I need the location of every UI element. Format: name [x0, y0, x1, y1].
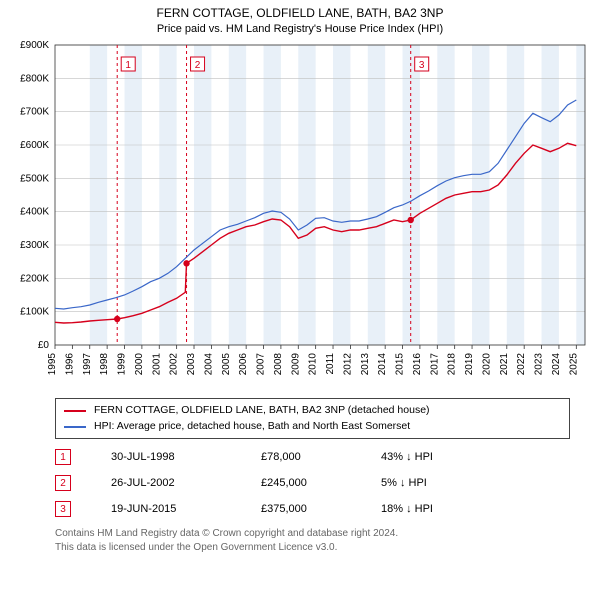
- svg-text:1999: 1999: [117, 352, 128, 375]
- event-marker-box: 3: [55, 501, 71, 517]
- legend-item: FERN COTTAGE, OLDFIELD LANE, BATH, BA2 3…: [64, 403, 561, 419]
- event-diff: 18% ↓ HPI: [381, 503, 491, 515]
- chart-title: FERN COTTAGE, OLDFIELD LANE, BATH, BA2 3…: [0, 0, 600, 22]
- svg-text:£300K: £300K: [20, 240, 49, 251]
- svg-text:2012: 2012: [342, 352, 353, 375]
- event-price: £245,000: [261, 477, 341, 489]
- svg-text:£900K: £900K: [20, 40, 49, 51]
- svg-text:2014: 2014: [377, 352, 388, 375]
- legend-label: HPI: Average price, detached house, Bath…: [94, 419, 410, 435]
- price-chart: £0 £100K £200K £300K £400K £500K £600K £700K £80…: [0, 40, 600, 390]
- svg-text:2025: 2025: [568, 352, 579, 375]
- svg-text:2024: 2024: [551, 352, 562, 375]
- event-diff: 5% ↓ HPI: [381, 477, 491, 489]
- svg-text:£700K: £700K: [20, 107, 49, 118]
- svg-text:2022: 2022: [516, 352, 527, 375]
- legend-swatch: [64, 426, 86, 428]
- svg-text:1996: 1996: [64, 352, 75, 375]
- svg-text:2013: 2013: [360, 352, 371, 375]
- event-date: 19-JUN-2015: [111, 503, 221, 515]
- svg-text:2017: 2017: [429, 352, 440, 375]
- event-marker-box: 2: [55, 475, 71, 491]
- svg-text:2010: 2010: [308, 352, 319, 375]
- svg-text:2023: 2023: [534, 352, 545, 375]
- svg-text:2008: 2008: [273, 352, 284, 375]
- event-date: 30-JUL-1998: [111, 451, 221, 463]
- svg-text:2002: 2002: [169, 352, 180, 375]
- svg-text:£200K: £200K: [20, 273, 49, 284]
- svg-text:1997: 1997: [82, 352, 93, 375]
- svg-text:2003: 2003: [186, 352, 197, 375]
- event-diff: 43% ↓ HPI: [381, 451, 491, 463]
- event-row: 3 19-JUN-2015 £375,000 18% ↓ HPI: [55, 501, 570, 517]
- svg-text:2000: 2000: [134, 352, 145, 375]
- chart-subtitle: Price paid vs. HM Land Registry's House …: [0, 22, 600, 40]
- event-row: 2 26-JUL-2002 £245,000 5% ↓ HPI: [55, 475, 570, 491]
- svg-text:1: 1: [125, 60, 131, 71]
- svg-text:2001: 2001: [151, 352, 162, 375]
- event-table: 1 30-JUL-1998 £78,000 43% ↓ HPI 2 26-JUL-2002…: [55, 449, 570, 517]
- svg-text:£400K: £400K: [20, 207, 49, 218]
- svg-text:2018: 2018: [447, 352, 458, 375]
- event-row: 1 30-JUL-1998 £78,000 43% ↓ HPI: [55, 449, 570, 465]
- svg-text:2009: 2009: [290, 352, 301, 375]
- svg-text:2019: 2019: [464, 352, 475, 375]
- event-date: 26-JUL-2002: [111, 477, 221, 489]
- svg-text:£100K: £100K: [20, 307, 49, 318]
- svg-text:2004: 2004: [203, 352, 214, 375]
- svg-text:£0: £0: [38, 340, 50, 351]
- svg-text:1998: 1998: [99, 352, 110, 375]
- svg-text:2021: 2021: [499, 352, 510, 375]
- svg-text:£800K: £800K: [20, 73, 49, 84]
- svg-text:2006: 2006: [238, 352, 249, 375]
- svg-text:2005: 2005: [221, 352, 232, 375]
- svg-text:2020: 2020: [481, 352, 492, 375]
- legend-swatch: [64, 410, 86, 412]
- svg-text:2016: 2016: [412, 352, 423, 375]
- legend-item: HPI: Average price, detached house, Bath…: [64, 419, 561, 435]
- svg-text:2: 2: [195, 60, 201, 71]
- legend: FERN COTTAGE, OLDFIELD LANE, BATH, BA2 3…: [55, 398, 570, 440]
- event-marker-box: 1: [55, 449, 71, 465]
- footer-line: This data is licensed under the Open Gov…: [55, 541, 570, 555]
- svg-text:£600K: £600K: [20, 140, 49, 151]
- legend-label: FERN COTTAGE, OLDFIELD LANE, BATH, BA2 3…: [94, 403, 430, 419]
- event-price: £375,000: [261, 503, 341, 515]
- svg-text:3: 3: [419, 60, 425, 71]
- svg-text:1995: 1995: [47, 352, 58, 375]
- svg-text:2015: 2015: [395, 352, 406, 375]
- event-price: £78,000: [261, 451, 341, 463]
- footer-attribution: Contains HM Land Registry data © Crown c…: [55, 527, 570, 555]
- svg-text:£500K: £500K: [20, 173, 49, 184]
- svg-text:2011: 2011: [325, 352, 336, 374]
- footer-line: Contains HM Land Registry data © Crown c…: [55, 527, 570, 541]
- chart-svg: £0 £100K £200K £300K £400K £500K £600K £700K £80…: [0, 40, 600, 390]
- svg-text:2007: 2007: [256, 352, 267, 375]
